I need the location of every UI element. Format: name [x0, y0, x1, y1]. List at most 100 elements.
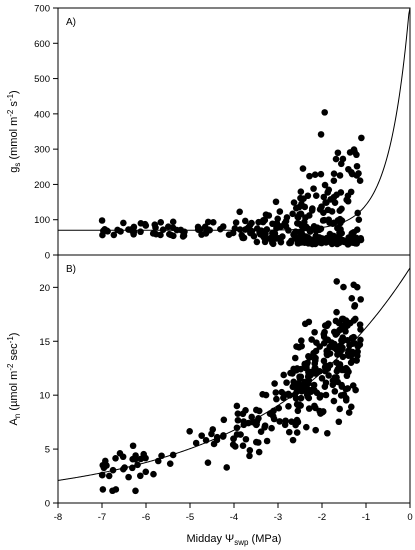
data-point [330, 397, 338, 405]
x-tick-label: -7 [98, 512, 106, 523]
data-point [316, 343, 324, 350]
data-point [320, 209, 327, 217]
data-point [330, 328, 338, 336]
data-point [333, 374, 340, 381]
data-point [277, 223, 285, 230]
data-point [137, 472, 144, 480]
panel-b: 0 5 10 15 20 B) An (µmol m-2 sec-1) [6, 254, 411, 510]
data-point [330, 177, 338, 184]
data-point [336, 405, 343, 413]
data-point [99, 231, 106, 239]
data-point [347, 351, 355, 359]
data-point [297, 210, 305, 218]
data-point [276, 208, 284, 215]
data-point [141, 220, 149, 228]
data-point [312, 354, 319, 362]
data-point [154, 457, 162, 465]
data-point [280, 371, 288, 379]
data-point [285, 428, 293, 436]
y-tick-label: 200 [34, 180, 50, 191]
data-point [298, 342, 305, 350]
data-point [166, 230, 173, 238]
data-point [320, 333, 328, 341]
data-point [297, 194, 304, 202]
data-point [269, 220, 276, 228]
fit-curve [58, 7, 411, 231]
data-point [270, 415, 278, 423]
data-point [334, 234, 342, 241]
data-point [112, 455, 119, 462]
data-point [105, 472, 113, 480]
y-tick-label: 0 [45, 251, 50, 262]
data-point [159, 226, 167, 233]
data-point [231, 225, 239, 232]
data-point [335, 319, 343, 327]
data-point [294, 365, 301, 373]
data-point [307, 388, 315, 395]
y-tick-label: 5 [45, 445, 50, 456]
data-point [234, 416, 242, 424]
data-point [355, 170, 362, 177]
data-point [129, 455, 136, 463]
data-point [342, 328, 349, 335]
data-point [320, 339, 328, 347]
data-point [350, 333, 357, 341]
y-tick-label: 400 [34, 109, 50, 120]
data-point [320, 193, 328, 201]
data-point [229, 441, 237, 448]
data-point [223, 464, 231, 471]
data-point [225, 231, 233, 239]
data-point [342, 319, 349, 326]
data-point [318, 375, 326, 382]
data-point [250, 232, 258, 240]
data-point [289, 210, 296, 218]
data-point [288, 418, 295, 425]
data-point [246, 452, 253, 460]
data-point [345, 409, 353, 416]
data-point [322, 379, 330, 387]
data-point [242, 435, 250, 443]
data-point [205, 226, 213, 234]
data-point [325, 186, 333, 194]
y-tick-label: 700 [34, 4, 50, 15]
y-tick-label: 0 [45, 499, 50, 510]
y-axis-label: gs (mmol m-2 s-1) [6, 90, 22, 172]
data-point [276, 418, 283, 425]
data-point [208, 430, 215, 438]
data-point [130, 223, 138, 231]
data-point [330, 193, 338, 201]
data-point [351, 148, 358, 156]
data-point [348, 238, 356, 246]
y-tick-label: 15 [39, 337, 50, 348]
data-point [348, 294, 356, 302]
data-point [305, 318, 313, 326]
data-point [210, 440, 218, 448]
panel-label: A) [66, 17, 76, 28]
data-point [257, 428, 265, 435]
data-point [120, 219, 127, 227]
data-point [150, 470, 157, 478]
panel-a: 0 100 200 300 400 500 600 700 A) gs (mmol m-2 s-1… [6, 4, 411, 262]
data-point [246, 447, 254, 454]
data-point [339, 353, 347, 361]
x-tick-label: 0 [407, 512, 412, 523]
data-point [347, 188, 355, 196]
data-point [236, 226, 244, 233]
data-point [259, 218, 267, 226]
data-point [198, 231, 205, 238]
data-point [307, 368, 315, 376]
data-point [252, 406, 260, 414]
data-point [157, 219, 165, 226]
data-point [275, 235, 282, 242]
data-point [194, 223, 202, 231]
data-point [293, 416, 301, 424]
data-point [270, 407, 277, 415]
data-point [263, 437, 271, 445]
data-point [262, 391, 270, 399]
data-point [271, 230, 279, 237]
data-point [344, 197, 352, 205]
data-point [317, 131, 325, 138]
data-point [320, 357, 328, 365]
data-point [283, 379, 290, 386]
